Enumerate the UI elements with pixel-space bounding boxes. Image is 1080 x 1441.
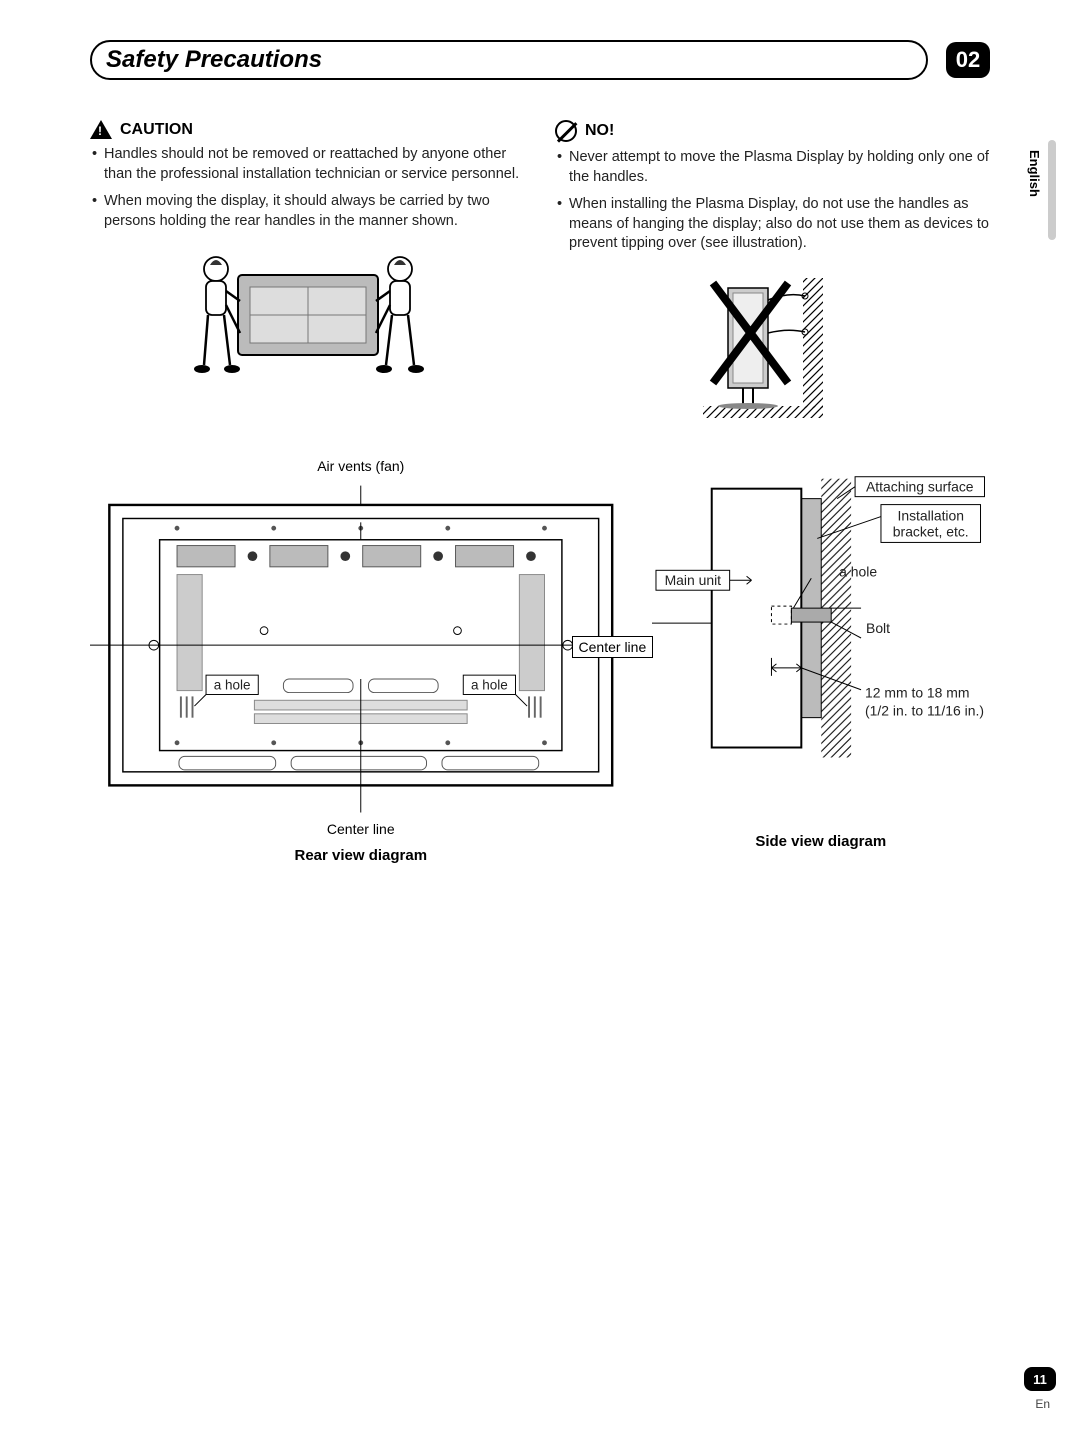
side-caption: Side view diagram — [652, 833, 990, 850]
a-hole-right-label: a hole — [471, 677, 508, 692]
caution-bullet: Handles should not be removed or reattac… — [90, 145, 525, 184]
content-columns: CAUTION Handles should not be removed or… — [90, 120, 990, 428]
side-view-diagram: Attaching surface Installation bracket, … — [652, 458, 990, 864]
caution-bullet: When moving the display, it should alway… — [90, 192, 525, 231]
attaching-surface-label: Attaching surface — [866, 478, 974, 494]
caution-bullets: Handles should not be removed or reattac… — [90, 145, 525, 231]
air-vents-label: Air vents (fan) — [90, 458, 632, 474]
two-person-carry-illustration — [90, 245, 525, 405]
svg-text:(1/2 in. to 11/16 in.): (1/2 in. to 11/16 in.) — [865, 702, 984, 718]
language-tab-bar — [1048, 140, 1056, 240]
chapter-badge: 02 — [946, 42, 990, 78]
language-tab: English — [1027, 150, 1042, 197]
diagrams-row: Air vents (fan) — [90, 458, 990, 864]
warning-triangle-icon — [90, 120, 112, 139]
page-header: Safety Precautions 02 — [90, 40, 990, 80]
page-lang-short: En — [1035, 1397, 1050, 1411]
incorrect-hanging-illustration — [555, 268, 990, 428]
side-a-hole-label: a hole — [839, 563, 877, 579]
prohibition-circle-icon — [555, 120, 577, 142]
no-bullets: Never attempt to move the Plasma Display… — [555, 148, 990, 254]
no-bullet: Never attempt to move the Plasma Display… — [555, 148, 990, 187]
page-number: 11 — [1024, 1367, 1056, 1391]
page-title: Safety Precautions — [90, 40, 928, 80]
center-line-bottom-label: Center line — [90, 821, 632, 837]
svg-text:bracket, etc.: bracket, etc. — [892, 523, 968, 539]
no-heading: NO! — [585, 122, 614, 140]
caution-heading: CAUTION — [120, 121, 193, 139]
no-bullet: When installing the Plasma Display, do n… — [555, 195, 990, 254]
svg-text:12 mm to 18 mm: 12 mm to 18 mm — [865, 685, 969, 701]
a-hole-left-label: a hole — [214, 677, 251, 692]
no-header: NO! — [555, 120, 990, 142]
bolt-label: Bolt — [866, 620, 890, 636]
caution-header: CAUTION — [90, 120, 525, 139]
center-line-side-label: Center line — [572, 636, 654, 658]
caution-column: CAUTION Handles should not be removed or… — [90, 120, 525, 428]
main-unit-label: Main unit — [664, 572, 721, 588]
no-column: NO! Never attempt to move the Plasma Dis… — [555, 120, 990, 428]
rear-view-diagram: Air vents (fan) — [90, 458, 632, 864]
svg-text:Installation: Installation — [897, 507, 964, 523]
rear-caption: Rear view diagram — [90, 847, 632, 864]
